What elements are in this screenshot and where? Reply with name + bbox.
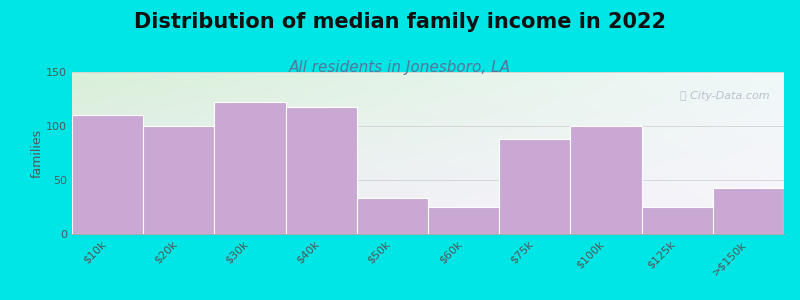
Text: All residents in Jonesboro, LA: All residents in Jonesboro, LA	[289, 60, 511, 75]
Bar	[72, 115, 143, 234]
Bar	[642, 207, 713, 234]
Bar	[713, 188, 784, 234]
Bar	[214, 102, 286, 234]
Y-axis label: families: families	[30, 128, 43, 178]
Bar	[143, 126, 214, 234]
Bar	[286, 106, 357, 234]
Bar	[357, 198, 428, 234]
Bar	[499, 139, 570, 234]
Text: Distribution of median family income in 2022: Distribution of median family income in …	[134, 12, 666, 32]
Bar	[570, 126, 642, 234]
Text: ⓘ City-Data.com: ⓘ City-Data.com	[680, 92, 770, 101]
Bar	[428, 207, 499, 234]
